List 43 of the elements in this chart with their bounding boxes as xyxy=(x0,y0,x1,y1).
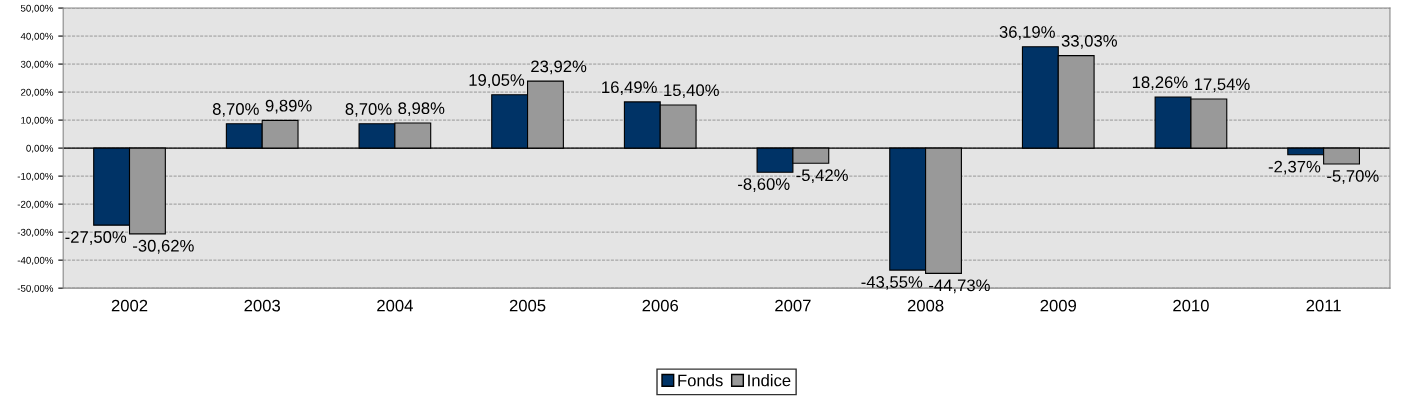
x-tick-label: 2005 xyxy=(509,299,546,312)
data-label: -30,62% xyxy=(133,239,194,254)
y-tick-label: 30,00% xyxy=(20,60,54,69)
data-label: 9,89% xyxy=(265,99,312,114)
y-tick-label: 50,00% xyxy=(20,4,54,13)
data-label: -44,73% xyxy=(929,279,990,294)
y-tick-label: -40,00% xyxy=(17,256,54,265)
x-tick-label: 2010 xyxy=(1173,299,1209,312)
y-tick-label: 20,00% xyxy=(20,88,54,97)
x-tick-label: 2003 xyxy=(244,299,280,312)
data-label: -43,55% xyxy=(861,276,923,290)
data-label: 23,92% xyxy=(531,60,587,75)
data-label: 8,70% xyxy=(345,103,392,117)
data-label: 19,05% xyxy=(469,74,525,88)
data-label: 18,26% xyxy=(1132,76,1188,91)
x-tick-label: 2006 xyxy=(642,299,679,312)
y-tick-label: 0,00% xyxy=(26,144,54,153)
data-label: -5,70% xyxy=(1327,170,1379,184)
data-label: 8,70% xyxy=(212,103,259,117)
legend-label: Fonds xyxy=(678,374,723,387)
data-label: 36,19% xyxy=(999,26,1055,40)
y-tick-label: -20,00% xyxy=(17,200,54,209)
y-tick-label: 10,00% xyxy=(21,116,54,125)
y-tick-label: -10,00% xyxy=(17,172,54,181)
data-label: 17,54% xyxy=(1194,78,1250,93)
x-tick-label: 2009 xyxy=(1040,299,1077,312)
data-label: 15,40% xyxy=(664,84,719,99)
data-label: 33,03% xyxy=(1061,34,1117,49)
data-label: -2,37% xyxy=(1268,160,1321,175)
x-tick-label: 2004 xyxy=(377,299,413,312)
legend-label: Indice xyxy=(748,374,791,387)
x-tick-label: 2007 xyxy=(775,299,811,312)
data-label: -8,60% xyxy=(738,178,790,192)
y-tick-label: 40,00% xyxy=(20,32,54,41)
x-tick-label: 2008 xyxy=(907,299,944,312)
data-label: -5,42% xyxy=(796,169,848,184)
data-label: 16,49% xyxy=(602,81,657,96)
x-tick-label: 2011 xyxy=(1306,299,1341,312)
y-tick-label: -30,00% xyxy=(17,228,54,237)
x-tick-label: 2002 xyxy=(111,299,148,312)
y-tick-label: -50,00% xyxy=(17,284,54,293)
data-label: -27,50% xyxy=(65,231,127,245)
data-label: 8,98% xyxy=(398,102,445,117)
